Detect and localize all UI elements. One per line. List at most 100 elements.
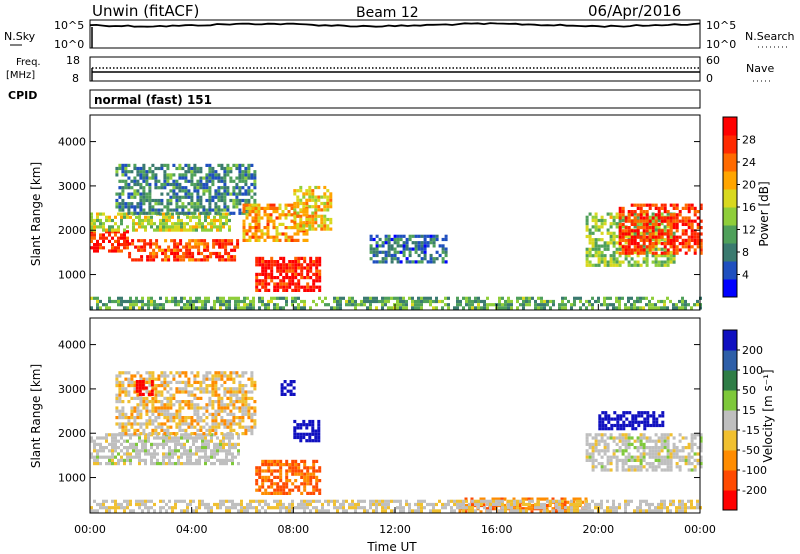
heatmap-cell: [522, 303, 525, 307]
heatmap-cell: [269, 235, 273, 239]
heatmap-cell: [486, 296, 489, 300]
heatmap-cell: [142, 186, 146, 190]
heatmap-cell: [214, 192, 218, 196]
heatmap-cell: [699, 446, 703, 450]
heatmap-cell: [111, 236, 114, 240]
heatmap-cell: [306, 479, 310, 483]
y-tick-label: 1000: [58, 269, 86, 282]
heatmap-cell: [174, 228, 177, 232]
heatmap-cell: [172, 393, 176, 397]
heatmap-cell: [600, 439, 604, 443]
heatmap-cell: [582, 509, 585, 513]
colorbar-segment: [723, 225, 737, 244]
heatmap-cell: [537, 296, 540, 300]
heatmap-cell: [120, 455, 123, 459]
heatmap-cell: [615, 436, 619, 440]
heatmap-cell: [654, 455, 658, 459]
heatmap-cell: [669, 245, 673, 249]
heatmap-cell: [196, 412, 200, 416]
heatmap-cell: [257, 203, 261, 207]
heatmap-cell: [648, 238, 652, 242]
heatmap-cell: [333, 506, 336, 510]
heatmap-cell: [151, 428, 155, 432]
heatmap-cell: [175, 400, 179, 404]
heatmap-cell: [168, 506, 171, 510]
heatmap-cell: [696, 303, 699, 307]
heatmap-cell: [402, 234, 406, 238]
heatmap-cell: [118, 208, 122, 212]
heatmap-cell: [408, 502, 411, 507]
heatmap-cell: [175, 205, 179, 209]
heatmap-cell: [184, 195, 188, 199]
heatmap-cell: [414, 250, 418, 254]
heatmap-cell: [402, 296, 405, 300]
heatmap-cell: [317, 435, 321, 440]
heatmap-cell: [108, 449, 111, 453]
heatmap-cell: [255, 469, 259, 473]
heatmap-cell: [588, 442, 592, 446]
heatmap-cell: [142, 179, 146, 183]
heatmap-cell: [642, 248, 646, 252]
heatmap-cell: [270, 260, 274, 264]
heatmap-cell: [699, 251, 703, 255]
heatmap-cell: [185, 248, 189, 252]
heatmap-cell: [305, 208, 309, 212]
heatmap-cell: [212, 239, 216, 243]
heatmap-cell: [198, 458, 201, 462]
heatmap-cell: [162, 306, 165, 310]
heatmap-cell: [261, 269, 265, 273]
heatmap-cell: [396, 257, 400, 261]
heatmap-cell: [124, 166, 128, 171]
heatmap-cell: [169, 419, 173, 423]
heatmap-cell: [266, 226, 270, 230]
heatmap-cell: [600, 499, 603, 503]
heatmap-cell: [615, 465, 619, 469]
heatmap-cell: [603, 247, 607, 251]
heatmap-cell: [284, 235, 288, 239]
heatmap-cell: [311, 439, 315, 443]
heatmap-cell: [180, 306, 183, 310]
heatmap-cell: [192, 509, 195, 513]
heatmap-cell: [237, 452, 240, 456]
heatmap-cell: [450, 509, 453, 513]
heatmap-cell: [126, 299, 129, 304]
heatmap-cell: [381, 506, 384, 510]
heatmap-cell: [552, 299, 555, 304]
heatmap-cell: [636, 509, 639, 513]
heatmap-cell: [315, 475, 319, 479]
heatmap-cell: [248, 213, 252, 217]
heatmap-cell: [591, 263, 595, 267]
heatmap-cell: [294, 469, 298, 473]
heatmap-cell: [251, 216, 255, 220]
heatmap-cell: [159, 436, 162, 440]
heatmap-cell: [184, 173, 188, 177]
heatmap-cell: [223, 419, 227, 423]
heatmap-cell: [180, 218, 183, 223]
heatmap-cell: [251, 232, 255, 236]
heatmap-cell: [297, 472, 301, 476]
heatmap-cell: [597, 225, 601, 229]
heatmap-cell: [172, 182, 176, 187]
heatmap-cell: [624, 436, 628, 440]
heatmap-cell: [166, 208, 170, 212]
heatmap-cell: [654, 222, 658, 226]
heatmap-cell: [606, 506, 609, 510]
heatmap-cell: [273, 260, 277, 264]
heatmap-cell: [260, 235, 264, 239]
heatmap-cell: [687, 458, 691, 462]
heatmap-cell: [166, 409, 170, 413]
heatmap-cell: [564, 303, 567, 307]
heatmap-cell: [272, 210, 276, 214]
heatmap-cell: [300, 285, 304, 289]
heatmap-cell: [642, 296, 645, 300]
heatmap-cell: [200, 242, 204, 246]
heatmap-cell: [317, 205, 321, 209]
heatmap-cell: [579, 502, 582, 507]
heatmap-cell: [153, 222, 156, 226]
heatmap-cell: [223, 182, 227, 187]
heatmap-cell: [618, 306, 621, 310]
heatmap-cell: [522, 502, 525, 507]
heatmap-cell: [220, 384, 224, 388]
heatmap-cell: [229, 432, 233, 436]
heatmap-cell: [633, 238, 637, 242]
